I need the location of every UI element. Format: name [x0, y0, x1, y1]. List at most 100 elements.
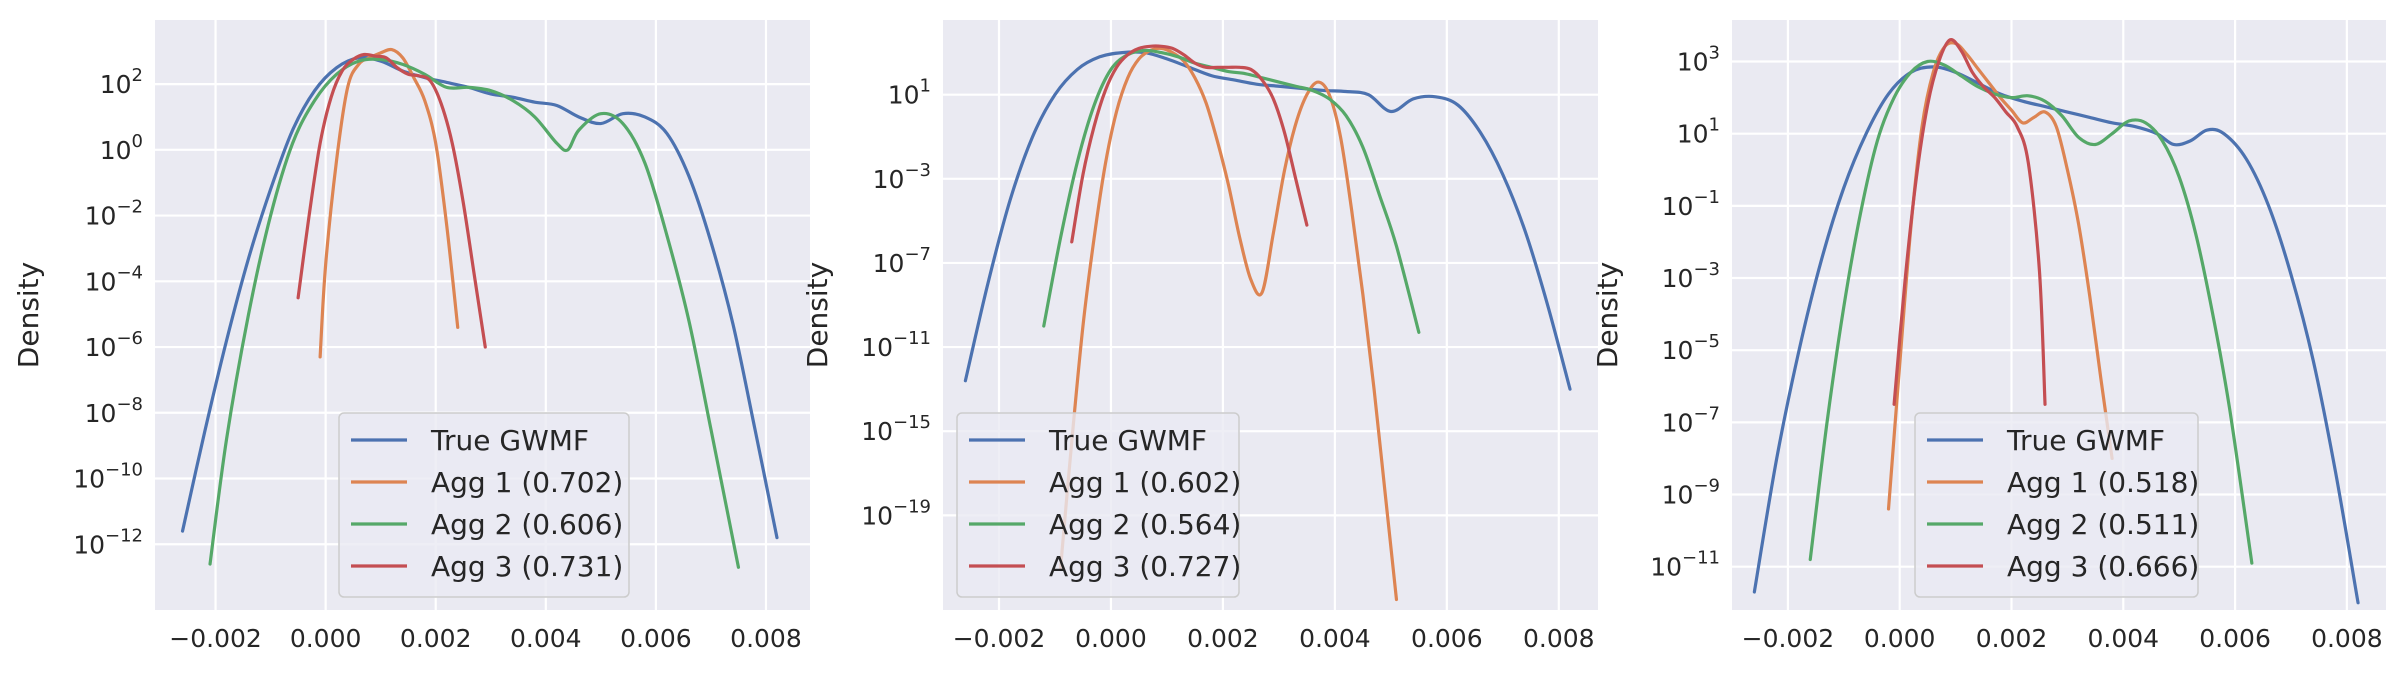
y-tick-base: 10	[1662, 336, 1694, 365]
y-tick-base: 10	[100, 70, 132, 99]
x-tick-label: 0.008	[730, 624, 802, 653]
y-tick-label: 100	[100, 131, 143, 165]
y-tick-base: 10	[73, 465, 105, 494]
y-tick-label: 10−7	[873, 244, 931, 278]
legend-entry: Agg 2 (0.606)	[431, 508, 623, 541]
y-tick-base: 10	[1650, 553, 1682, 582]
y-tick-exponent: 1	[920, 76, 931, 97]
legend-entry: True GWMF	[1048, 424, 1207, 457]
y-tick-exponent: −10	[105, 460, 143, 481]
y-tick-base: 10	[73, 530, 105, 559]
y-tick-base: 10	[85, 202, 117, 231]
y-tick-label: 103	[1677, 42, 1720, 76]
y-tick-base: 10	[1662, 481, 1694, 510]
x-tick-label: 0.000	[1864, 624, 1936, 653]
y-tick-base: 10	[1662, 192, 1694, 221]
y-tick-label: 10−8	[85, 394, 143, 428]
series-line-3	[208, 57, 741, 569]
y-tick-label: 10−4	[85, 262, 143, 296]
y-tick-exponent: −19	[893, 496, 931, 517]
y-tick-label: 101	[888, 76, 931, 110]
series-line-3	[1808, 59, 2254, 565]
x-tick-label: 0.000	[1075, 624, 1147, 653]
y-tick-label: 10−12	[73, 525, 143, 559]
y-tick-exponent: −4	[116, 262, 143, 283]
y-tick-label: 10−1	[1662, 187, 1720, 221]
y-tick-base: 10	[861, 417, 893, 446]
x-tick-label: 0.008	[1523, 624, 1595, 653]
y-tick-exponent: −12	[105, 525, 143, 546]
chart-panel-2: −0.002 0.000 0.002 0.004 0.006 0.00810110−310…	[801, 20, 1598, 653]
legend-entry: Agg 3 (0.731)	[431, 550, 623, 583]
x-tick-label: 0.008	[2311, 624, 2383, 653]
legend-entry: True GWMF	[430, 424, 589, 457]
y-tick-label: 10−6	[85, 328, 143, 362]
y-tick-base: 10	[861, 333, 893, 362]
series-line-4	[1892, 38, 2047, 406]
y-tick-label: 10−15	[861, 412, 931, 446]
y-tick-label: 10−11	[1650, 548, 1720, 582]
y-tick-label: 10−11	[861, 328, 931, 362]
x-tick-label: 0.002	[400, 624, 472, 653]
y-tick-label: 10−3	[873, 160, 931, 194]
x-tick-label: 0.002	[1976, 624, 2048, 653]
chart-panel-3: −0.002 0.000 0.002 0.004 0.006 0.00810310110−…	[1591, 20, 2386, 653]
y-tick-base: 10	[861, 501, 893, 530]
y-tick-label: 10−9	[1662, 476, 1720, 510]
y-tick-exponent: −3	[1693, 259, 1720, 280]
legend-entry: Agg 2 (0.511)	[2007, 508, 2199, 541]
x-tick-label: 0.006	[620, 624, 692, 653]
y-tick-label: 101	[1677, 115, 1720, 149]
y-tick-base: 10	[85, 333, 117, 362]
x-tick-label: −0.002	[953, 624, 1046, 653]
y-tick-exponent: −3	[904, 160, 931, 181]
series-line-4	[1070, 44, 1309, 244]
legend-entry: Agg 3 (0.666)	[2007, 550, 2199, 583]
series-line-2	[1058, 46, 1399, 602]
legend-entry: Agg 2 (0.564)	[1049, 508, 1241, 541]
y-tick-exponent: 0	[132, 131, 143, 152]
y-tick-exponent: −5	[1693, 331, 1720, 352]
y-tick-exponent: −11	[1682, 548, 1720, 569]
y-tick-label: 102	[100, 65, 143, 99]
y-tick-exponent: −2	[116, 197, 143, 218]
y-tick-label: 10−10	[73, 460, 143, 494]
legend-entry: Agg 1 (0.602)	[1049, 466, 1241, 499]
y-tick-exponent: −6	[116, 328, 143, 349]
y-tick-base: 10	[85, 267, 117, 296]
y-tick-label: 10−7	[1662, 403, 1720, 437]
chart-panel-1: −0.002 0.000 0.002 0.004 0.006 0.00810210010−…	[12, 20, 810, 653]
y-tick-base: 10	[1677, 47, 1709, 76]
series-line-4	[296, 52, 487, 349]
x-tick-label: 0.004	[510, 624, 582, 653]
y-tick-exponent: −7	[1693, 403, 1720, 424]
x-tick-label: 0.000	[290, 624, 362, 653]
y-tick-base: 10	[873, 249, 905, 278]
x-tick-label: 0.006	[2199, 624, 2271, 653]
legend	[1914, 412, 2199, 598]
y-tick-base: 10	[100, 136, 132, 165]
series-line-1	[1752, 65, 2360, 605]
y-tick-exponent: −8	[116, 394, 143, 415]
legend-entry: True GWMF	[2006, 424, 2165, 457]
legend-entry: Agg 3 (0.727)	[1049, 550, 1241, 583]
series-line-2	[318, 47, 460, 359]
y-tick-exponent: −9	[1693, 476, 1720, 497]
y-tick-exponent: −15	[893, 412, 931, 433]
y-tick-base: 10	[1662, 264, 1694, 293]
legend-entry: Agg 1 (0.518)	[2007, 466, 2199, 499]
legend	[956, 412, 1240, 598]
y-tick-base: 10	[1677, 120, 1709, 149]
y-tick-exponent: −11	[893, 328, 931, 349]
series-line-3	[1042, 48, 1421, 334]
y-axis-label: Density	[12, 262, 45, 368]
y-tick-label: 10−19	[861, 496, 931, 530]
legend	[338, 412, 630, 598]
y-axis-label: Density	[801, 262, 834, 368]
y-tick-label: 10−3	[1662, 259, 1720, 293]
x-tick-label: −0.002	[1742, 624, 1835, 653]
y-axis-label: Density	[1591, 262, 1624, 368]
y-tick-exponent: 2	[132, 65, 143, 86]
series-line-1	[180, 55, 779, 540]
y-tick-exponent: −7	[904, 244, 931, 265]
